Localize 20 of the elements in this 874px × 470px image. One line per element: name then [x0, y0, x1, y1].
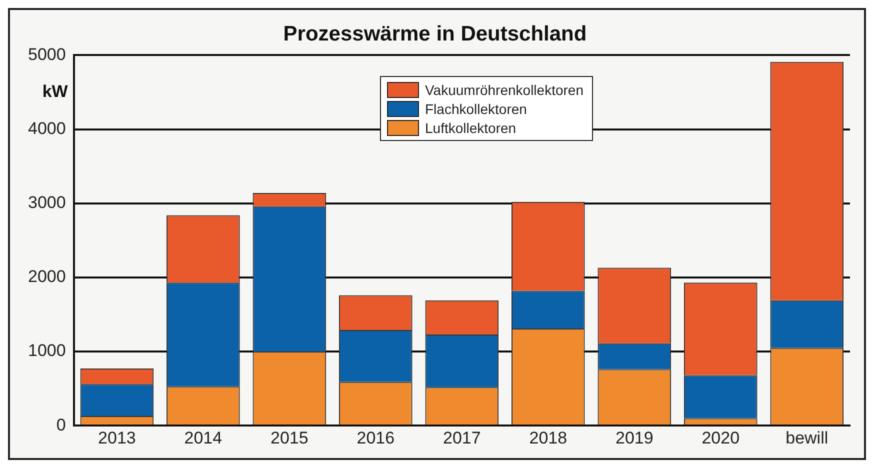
x-tick-label: 2017: [442, 428, 481, 448]
y-tick-label: 5000: [28, 44, 66, 64]
y-tick-label: 2000: [28, 267, 66, 286]
y-tick-label: 0: [56, 415, 66, 434]
x-tick-label: 2016: [356, 428, 395, 448]
x-tick-label: 2015: [270, 428, 308, 448]
y-axis-title: kW: [42, 82, 69, 101]
legend-label: Luftkollektoren: [425, 120, 516, 136]
y-tick-label: 3000: [28, 193, 66, 212]
x-tick-label: 2013: [98, 428, 136, 448]
x-tick-label: 2014: [184, 428, 222, 448]
x-tick-label: 2018: [529, 428, 568, 448]
x-tick-label: bewill: [786, 428, 828, 448]
x-tick-label: 2019: [615, 428, 654, 448]
y-tick-label: 1000: [28, 341, 66, 360]
legend-label: Flachkollektoren: [425, 100, 527, 116]
x-tick-label: 2020: [702, 428, 740, 448]
chart-title: Prozesswärme in Deutschland: [283, 22, 587, 46]
legend-label: Vakuumröhrenkollektoren: [425, 82, 584, 98]
y-tick-label: 4000: [28, 118, 66, 138]
